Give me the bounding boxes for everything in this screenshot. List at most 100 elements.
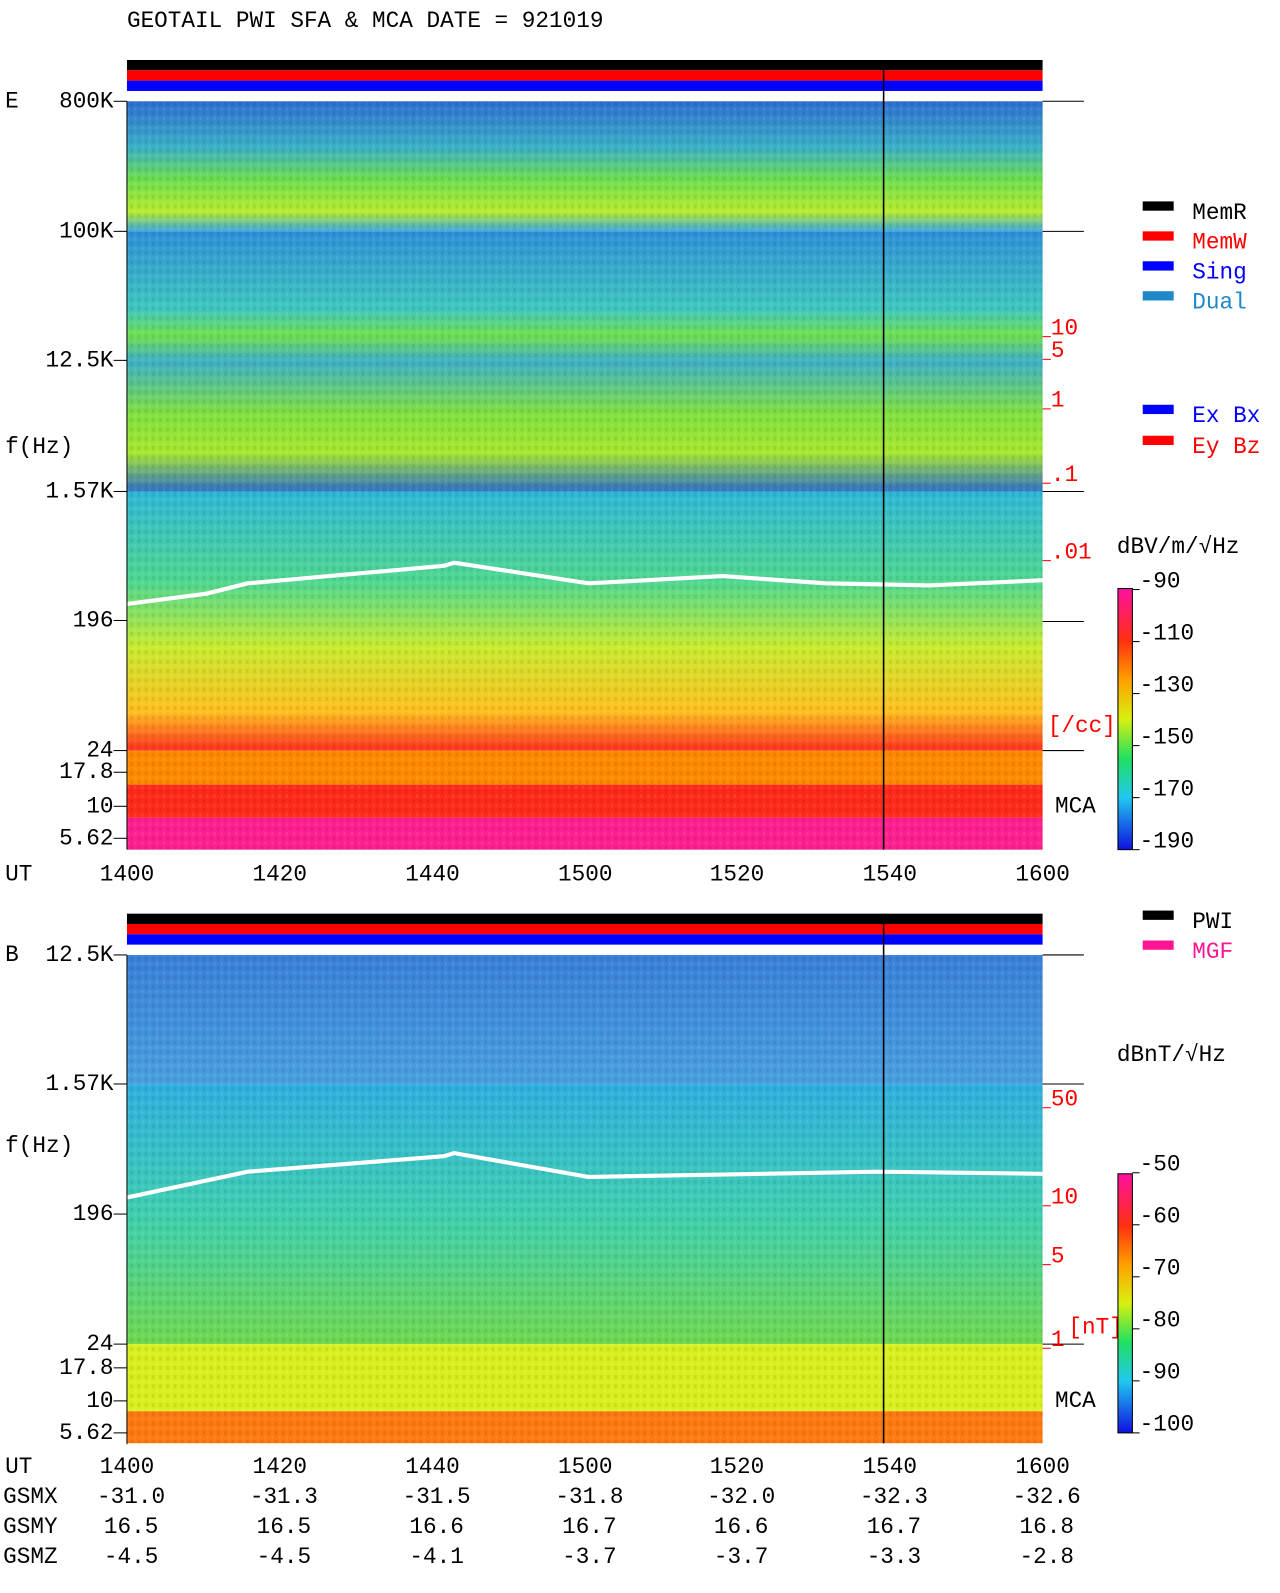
- panel-label: B: [5, 942, 19, 968]
- colorbar-tick-label: -90: [1140, 1360, 1181, 1386]
- colorbar-tick-label: -70: [1140, 1256, 1181, 1282]
- legend-swatch: [1142, 231, 1174, 241]
- mca-label: MCA: [1055, 793, 1096, 819]
- legend-label: Dual: [1192, 290, 1246, 316]
- x-tick-label: 1500: [558, 861, 612, 887]
- legend-swatch: [1142, 435, 1174, 446]
- legend-label: Ex Bx: [1192, 403, 1260, 429]
- legend-swatch: [1142, 910, 1174, 920]
- x-tick-label: 1440: [405, 861, 459, 887]
- orbit-value: -4.5: [104, 1544, 158, 1570]
- orbit-value: -32.0: [707, 1484, 775, 1510]
- orbit-value: 16.8: [1019, 1514, 1073, 1540]
- y-tick-label: 196: [73, 608, 114, 634]
- y-tick-label: 10: [86, 793, 113, 819]
- y-tick-label: 5.62: [59, 825, 113, 851]
- legend-label: Ey Bz: [1192, 434, 1260, 460]
- spectrogram-b: [126, 913, 1043, 1444]
- orbit-value: -31.3: [250, 1484, 318, 1510]
- y-tick-label: 100K: [59, 218, 114, 244]
- density-tick-label: 10: [1051, 1185, 1078, 1211]
- x-tick-label: 1420: [253, 861, 307, 887]
- orbit-value: -4.1: [409, 1544, 463, 1570]
- x-axis-label: UT: [5, 861, 32, 887]
- panel-label: E: [5, 88, 19, 114]
- y-tick-label: 12.5K: [45, 942, 113, 968]
- orbit-label: GSMY: [3, 1514, 58, 1540]
- colorbar-tick-label: -100: [1140, 1412, 1194, 1438]
- legend-swatch: [1142, 291, 1174, 301]
- orbit-value: -2.8: [1019, 1544, 1073, 1570]
- orbit-value: -3.7: [714, 1544, 768, 1570]
- colorbar-tick-label: -170: [1140, 776, 1194, 802]
- orbit-label: GSMZ: [3, 1544, 57, 1570]
- y-tick-label: 17.8: [59, 1355, 113, 1381]
- orbit-value: 16.6: [409, 1514, 463, 1540]
- legend-swatch: [1142, 940, 1174, 950]
- colorbar-tick-label: -60: [1140, 1204, 1181, 1230]
- y-tick-label: 24: [86, 1331, 113, 1357]
- mca-label: MCA: [1055, 1388, 1096, 1414]
- title: GEOTAIL PWI SFA & MCA DATE = 921019: [127, 8, 604, 34]
- x-tick-label: 1400: [100, 861, 154, 887]
- density-tick-label: 5: [1051, 338, 1065, 364]
- y-axis-label: f(Hz): [5, 1133, 73, 1159]
- density-unit: [nT]: [1068, 1315, 1122, 1341]
- density-tick-label: 50: [1051, 1086, 1078, 1112]
- density-tick-label: 1: [1051, 1327, 1065, 1353]
- colorbar-tick-label: -80: [1140, 1308, 1181, 1334]
- legend-label: MemW: [1192, 230, 1247, 256]
- orbit-value: -32.6: [1013, 1484, 1081, 1510]
- x-axis-label: UT: [5, 1454, 32, 1480]
- y-tick-label: 1.57K: [45, 478, 113, 504]
- density-unit: [/cc]: [1048, 713, 1116, 739]
- y-tick-label: 17.8: [59, 759, 113, 785]
- density-tick-label: 10: [1051, 315, 1078, 341]
- y-tick-label: 1.57K: [45, 1071, 113, 1097]
- orbit-value: -3.3: [867, 1544, 921, 1570]
- x-tick-label: 1520: [710, 1454, 764, 1480]
- x-tick-label: 1540: [863, 861, 917, 887]
- x-tick-label: 1540: [863, 1454, 917, 1480]
- legend-swatch: [1142, 404, 1174, 415]
- x-tick-label: 1500: [558, 1454, 612, 1480]
- density-tick-label: .1: [1051, 462, 1078, 488]
- colorbar-unit: dBV/m/√Hz: [1117, 534, 1240, 560]
- orbit-value: 16.7: [562, 1514, 616, 1540]
- colorbar: [1117, 587, 1133, 851]
- x-tick-label: 1400: [100, 1454, 154, 1480]
- density-tick-label: .01: [1051, 539, 1092, 565]
- orbit-value: 16.5: [104, 1514, 158, 1540]
- colorbar-tick-label: -90: [1140, 568, 1181, 594]
- colorbar: [1117, 1173, 1133, 1434]
- density-tick-label: 1: [1051, 388, 1065, 414]
- orbit-value: -31.5: [403, 1484, 471, 1510]
- x-tick-label: 1520: [710, 861, 764, 887]
- orbit-value: 16.6: [714, 1514, 768, 1540]
- legend-label: MGF: [1192, 939, 1233, 965]
- legend-swatch: [1142, 201, 1174, 211]
- orbit-value: 16.5: [257, 1514, 311, 1540]
- x-tick-label: 1600: [1015, 861, 1069, 887]
- legend-swatch: [1142, 261, 1174, 271]
- orbit-value: -31.0: [97, 1484, 165, 1510]
- y-tick-label: 24: [86, 738, 113, 764]
- y-tick-label: 12.5K: [45, 347, 113, 373]
- orbit-value: 16.7: [867, 1514, 921, 1540]
- y-axis-label: f(Hz): [5, 434, 73, 460]
- spectrogram-e: [126, 59, 1043, 850]
- orbit-value: -4.5: [257, 1544, 311, 1570]
- colorbar-unit: dBnT/√Hz: [1117, 1042, 1226, 1068]
- y-tick-label: 10: [86, 1388, 113, 1414]
- legend-label: Sing: [1192, 260, 1246, 286]
- colorbar-tick-label: -190: [1140, 828, 1194, 854]
- orbit-value: -31.8: [555, 1484, 623, 1510]
- x-tick-label: 1420: [253, 1454, 307, 1480]
- orbit-label: GSMX: [3, 1484, 58, 1510]
- colorbar-tick-label: -150: [1140, 724, 1194, 750]
- x-tick-label: 1600: [1015, 1454, 1069, 1480]
- density-tick-label: 5: [1051, 1243, 1065, 1269]
- y-tick-label: 5.62: [59, 1420, 113, 1446]
- y-tick-label: 196: [73, 1201, 114, 1227]
